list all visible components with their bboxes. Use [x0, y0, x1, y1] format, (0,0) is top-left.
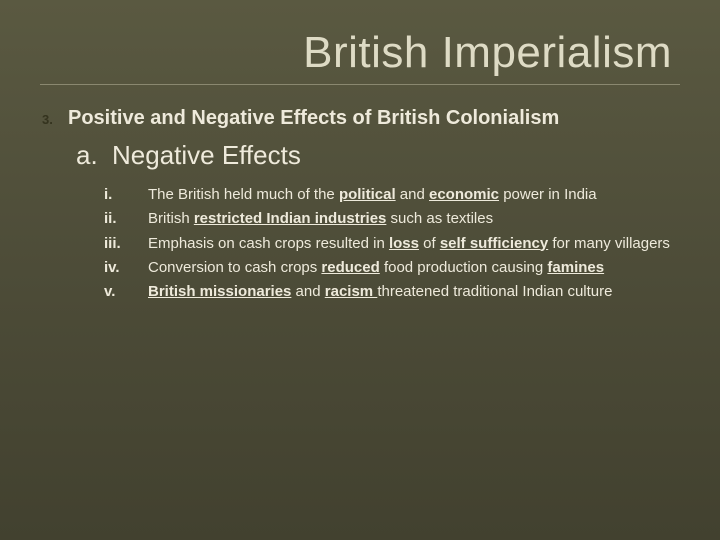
sub-a-label: a. — [76, 140, 112, 171]
roman-text: British missionaries and racism threaten… — [148, 282, 680, 302]
roman-label: i. — [104, 185, 148, 205]
roman-text: Emphasis on cash crops resulted in loss … — [148, 234, 680, 254]
roman-list: i.The British held much of the political… — [104, 185, 680, 302]
roman-text: British restricted Indian industries suc… — [148, 209, 680, 229]
main-number: 3. — [42, 112, 68, 127]
main-text: Positive and Negative Effects of British… — [68, 107, 559, 130]
list-item: ii.British restricted Indian industries … — [104, 209, 680, 229]
roman-label: v. — [104, 282, 148, 302]
slide-container: British Imperialism 3. Positive and Nega… — [0, 0, 720, 540]
list-item: iii.Emphasis on cash crops resulted in l… — [104, 234, 680, 254]
sub-a-text: Negative Effects — [112, 140, 301, 171]
sub-item-a: a. Negative Effects — [76, 140, 680, 171]
title-underline — [40, 84, 680, 85]
roman-label: iv. — [104, 258, 148, 278]
roman-text: Conversion to cash crops reduced food pr… — [148, 258, 680, 278]
main-bullet: 3. Positive and Negative Effects of Brit… — [42, 107, 680, 130]
list-item: iv.Conversion to cash crops reduced food… — [104, 258, 680, 278]
roman-label: iii. — [104, 234, 148, 254]
slide-title: British Imperialism — [40, 28, 680, 78]
roman-text: The British held much of the political a… — [148, 185, 680, 205]
list-item: v.British missionaries and racism threat… — [104, 282, 680, 302]
content-area: 3. Positive and Negative Effects of Brit… — [40, 107, 680, 302]
list-item: i.The British held much of the political… — [104, 185, 680, 205]
roman-label: ii. — [104, 209, 148, 229]
